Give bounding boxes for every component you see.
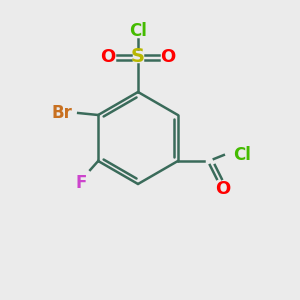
- Text: O: O: [160, 48, 175, 66]
- Text: F: F: [76, 174, 87, 192]
- Text: Cl: Cl: [233, 146, 251, 164]
- Text: Br: Br: [52, 104, 73, 122]
- Text: S: S: [131, 47, 145, 67]
- Text: O: O: [100, 48, 116, 66]
- Text: O: O: [215, 180, 230, 198]
- Text: Cl: Cl: [129, 22, 147, 40]
